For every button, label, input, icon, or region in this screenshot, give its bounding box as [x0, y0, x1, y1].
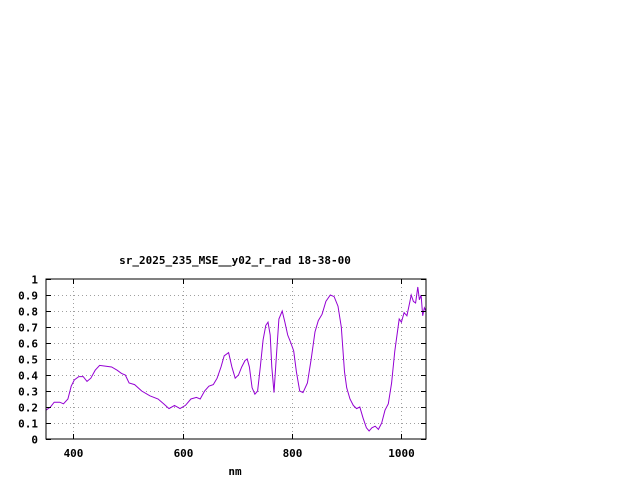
x-tick-label: 600: [174, 447, 194, 460]
y-tick-label: 0.7: [18, 322, 38, 335]
y-tick-label: 0: [31, 434, 38, 447]
x-tick-label: 1000: [388, 447, 415, 460]
axis-ticks: 0 0.1 0.2 0.3 0.4 0.5 0.6 0.7 0.8 0.9 1 400 600 800 10…: [18, 274, 426, 460]
x-tick-label: 400: [64, 447, 84, 460]
series-line: [45, 286, 427, 432]
x-axis-label: nm: [228, 465, 242, 478]
y-tick-label: 0.4: [18, 370, 38, 383]
y-tick-label: 0.6: [18, 338, 38, 351]
y-tick-label: 1: [31, 274, 38, 287]
chart-title: sr_2025_235_MSE__y02_r_rad 18-38-00: [119, 254, 351, 267]
x-tick-label: 800: [283, 447, 303, 460]
y-tick-label: 0.3: [18, 386, 38, 399]
y-tick-label: 0.1: [18, 418, 38, 431]
y-tick-label: 0.5: [18, 354, 38, 367]
grid: [46, 279, 426, 439]
y-tick-label: 0.2: [18, 402, 38, 415]
y-tick-label: 0.8: [18, 306, 38, 319]
y-tick-label: 0.9: [18, 290, 38, 303]
